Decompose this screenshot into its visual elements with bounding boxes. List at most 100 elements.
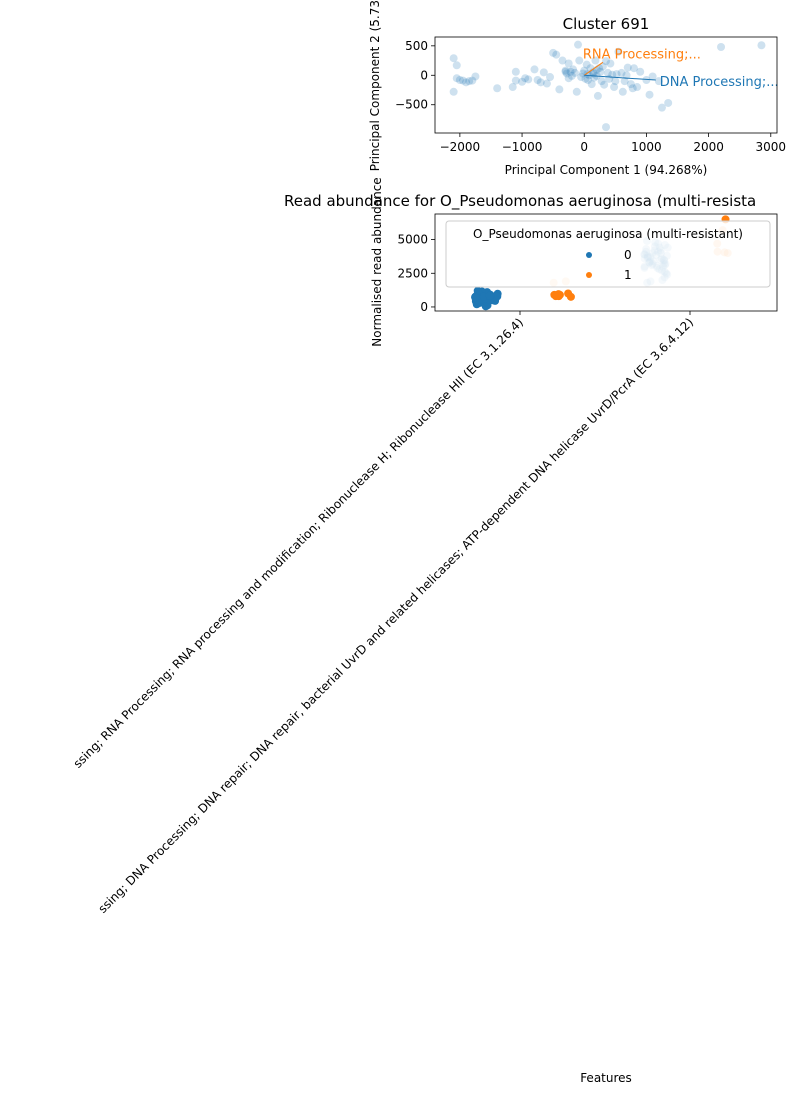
loading-arrow — [583, 61, 604, 76]
strip-point — [564, 289, 573, 298]
pca-point — [468, 76, 477, 85]
abundance-ytick-label: 5000 — [397, 233, 428, 247]
pca-point — [452, 61, 461, 70]
pca-ytick-label: −500 — [395, 98, 428, 112]
legend: O_Pseudomonas aeruginosa (multi-resistan… — [445, 220, 771, 288]
pca-point — [567, 71, 576, 80]
pca-point — [524, 75, 533, 84]
pca-point — [580, 66, 589, 75]
pca-point — [657, 103, 666, 112]
pca-point — [542, 79, 551, 88]
pca-point — [626, 80, 635, 89]
pca-point — [564, 74, 573, 83]
pca-point — [471, 72, 480, 81]
pca-point — [617, 68, 626, 77]
abundance-xtick-label: ssing; DNA Processing; DNA repair; DNA r… — [95, 315, 696, 916]
pca-point — [593, 91, 602, 100]
pca-point — [566, 67, 575, 76]
pca-point — [612, 70, 621, 79]
pca-point — [645, 90, 654, 99]
pca-point — [546, 73, 555, 82]
pca-point — [611, 77, 620, 86]
pca-point — [648, 72, 657, 81]
pca-point — [583, 75, 592, 84]
abundance-ytick-label: 2500 — [397, 266, 428, 280]
pca-ytick-label: 500 — [405, 39, 428, 53]
pca-point — [462, 78, 471, 87]
pca-point — [602, 123, 610, 132]
pca-point — [717, 43, 726, 52]
pca-point — [561, 67, 570, 76]
pca-point — [642, 75, 651, 84]
pca-point — [572, 87, 581, 96]
pca-point — [449, 54, 458, 63]
pca-point — [508, 83, 517, 92]
pca-point — [458, 76, 467, 85]
pca-point — [562, 69, 571, 78]
legend-title: O_Pseudomonas aeruginosa (multi-resistan… — [473, 227, 743, 241]
pca-xlabel: Principal Component 1 (94.268%) — [505, 163, 708, 177]
pca-point — [600, 80, 609, 89]
pca-point — [465, 77, 474, 86]
pca-ylabel: Principal Component 2 (5.73 — [368, 0, 382, 171]
abundance-xticks: ssing; RNA Processing; RNA processing an… — [71, 311, 696, 916]
pca-axes-frame — [434, 36, 778, 134]
pca-point — [603, 68, 612, 77]
pca-point — [618, 87, 627, 96]
pca-plot: Cluster 691 RNA Processing;... DNA Proces… — [368, 0, 786, 177]
pca-title: Cluster 691 — [563, 15, 650, 33]
pca-point — [654, 77, 663, 86]
abundance-yticks: 0 2500 5000 — [397, 233, 435, 314]
pca-point — [620, 77, 629, 86]
pca-point — [552, 50, 561, 59]
pca-xtick-label: 2000 — [693, 140, 724, 154]
pca-point — [574, 40, 583, 49]
pca-point — [533, 75, 542, 84]
strip-point — [485, 291, 494, 300]
abundance-axes-frame — [434, 213, 778, 312]
abundance-title: Read abundance for O_Pseudomonas aerugin… — [284, 192, 756, 211]
pca-point — [636, 67, 645, 76]
pca-point — [757, 41, 766, 50]
pca-point — [449, 87, 458, 96]
pca-point — [536, 78, 545, 87]
pca-ytick-label: 0 — [420, 68, 428, 82]
pca-points — [449, 40, 766, 132]
pca-point — [511, 67, 520, 76]
pca-point — [596, 67, 605, 76]
pca-point — [664, 98, 673, 107]
pca-xtick-label: −1000 — [502, 140, 543, 154]
pca-xtick-label: 0 — [580, 140, 588, 154]
pca-point — [610, 83, 619, 92]
pca-xtick-label: 3000 — [756, 140, 787, 154]
pca-point — [602, 57, 610, 66]
pca-point — [628, 84, 637, 93]
strip-point — [471, 293, 480, 302]
pca-point — [629, 64, 638, 73]
pca-point — [581, 74, 590, 83]
pca-point — [530, 65, 539, 74]
pca-yticks: 500 0 −500 — [395, 39, 435, 112]
legend-marker-0 — [586, 252, 592, 258]
pca-point — [597, 77, 606, 86]
legend-box — [445, 220, 771, 288]
loading-arrow — [584, 74, 656, 81]
pca-point — [493, 84, 502, 93]
pca-point — [452, 74, 461, 83]
pca-point — [511, 76, 520, 85]
pca-point — [555, 85, 564, 94]
pca-point — [575, 56, 584, 65]
abundance-ylabel: Normalised read abundance — [370, 177, 384, 346]
pca-point — [564, 59, 573, 68]
pca-point — [591, 56, 600, 65]
pca-point — [587, 80, 596, 89]
pca-point — [558, 56, 567, 65]
pca-point — [549, 48, 558, 57]
pca-point — [577, 73, 586, 82]
pca-loadings: RNA Processing;... DNA Processing;... — [583, 47, 779, 90]
abundance-xlabel: Features — [580, 1071, 632, 1085]
pca-point — [606, 59, 615, 68]
legend-marker-1 — [586, 272, 592, 278]
pca-xticks: −2000 −1000 0 1000 2000 3000 — [440, 133, 786, 154]
